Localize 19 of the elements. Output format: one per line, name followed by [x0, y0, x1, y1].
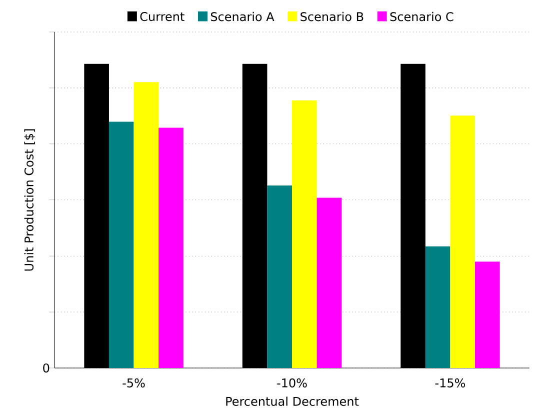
- legend-label: Current: [140, 12, 184, 22]
- x-tick-label: -10%: [277, 378, 307, 388]
- bar: [316, 198, 342, 368]
- bar: [158, 128, 184, 368]
- text: 0: [43, 363, 50, 373]
- bar: [134, 82, 159, 368]
- bar: [450, 116, 476, 368]
- x-axis-title: Percentual Decrement: [226, 396, 359, 406]
- x-tick-label: -15%: [435, 378, 466, 388]
- bar: [475, 262, 500, 368]
- x-tick-label: -5%: [122, 378, 145, 388]
- legend-label: Scenario B: [300, 12, 364, 22]
- legend-label: Scenario C: [390, 12, 454, 22]
- bar: [108, 122, 134, 368]
- bar: [267, 186, 292, 368]
- y-axis-title: Unit Production Cost [$]: [24, 129, 36, 271]
- bar: [425, 246, 450, 368]
- legend-label: Scenario A: [210, 12, 274, 22]
- bar: [292, 100, 317, 368]
